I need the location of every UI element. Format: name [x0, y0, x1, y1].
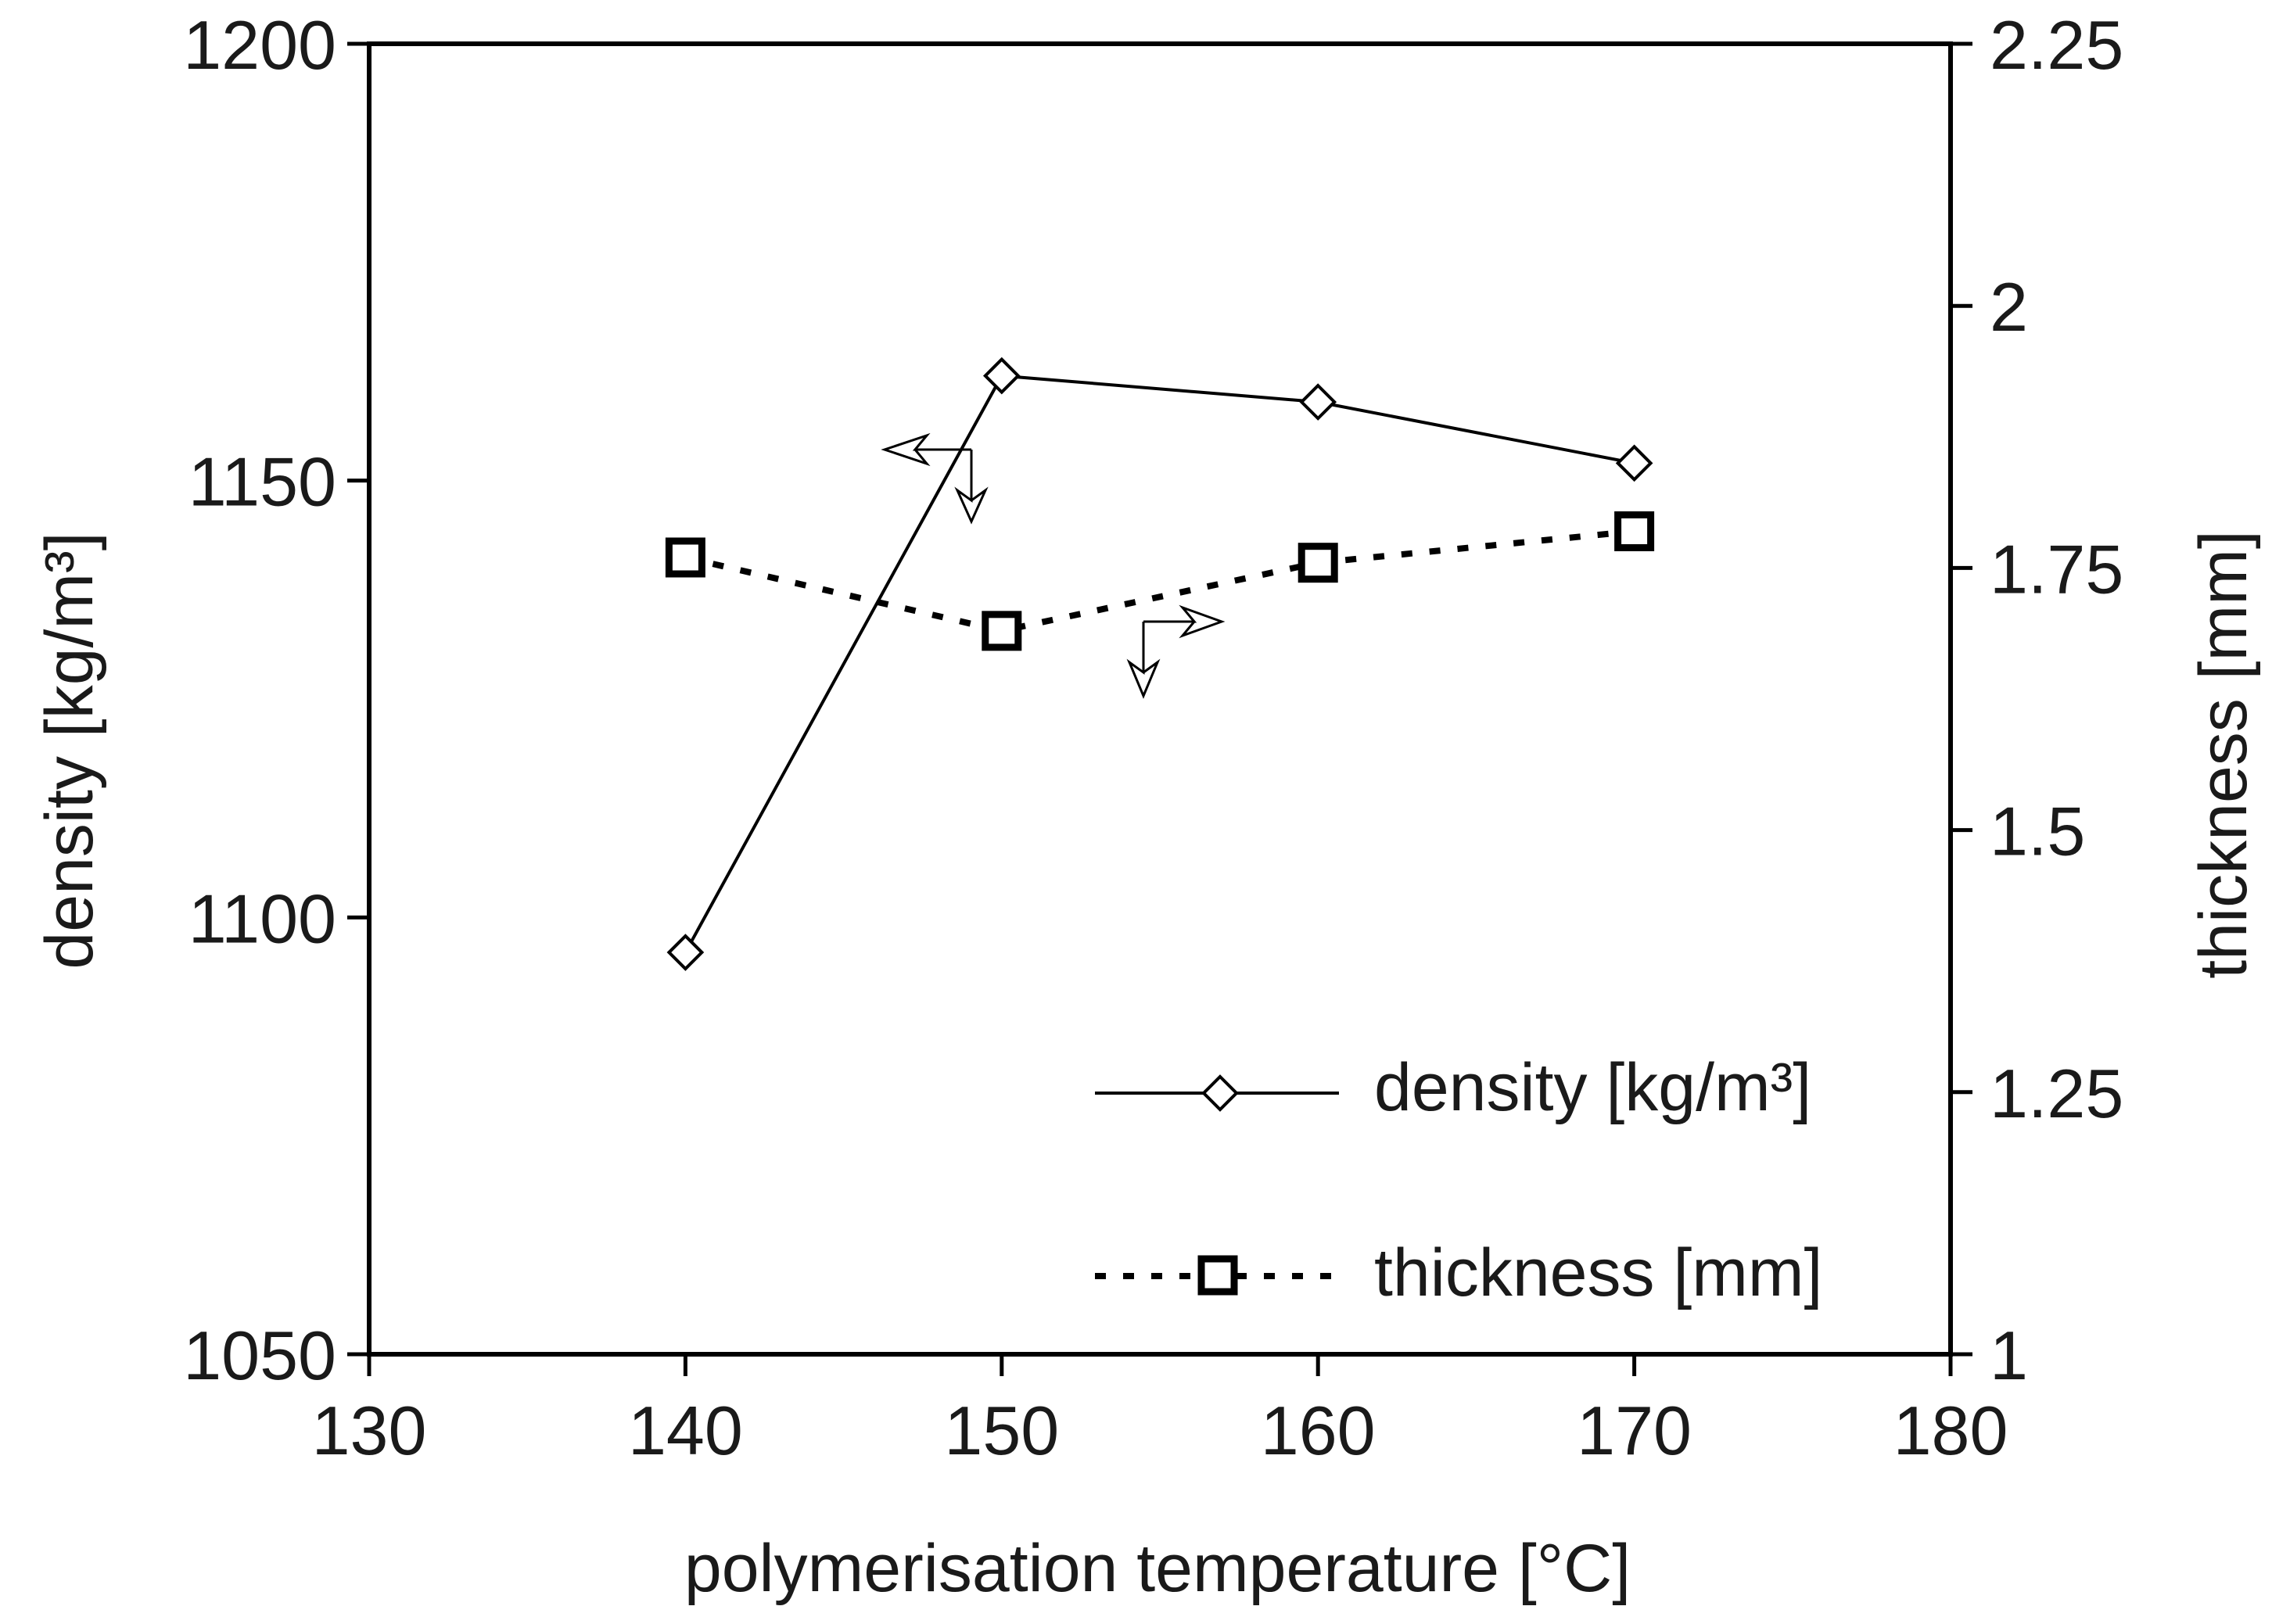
y-right-axis-title: thickness [mm] — [2186, 530, 2261, 978]
x-tick-label: 150 — [944, 1392, 1059, 1469]
y-right-tick-label: 1.75 — [1990, 530, 2123, 608]
y-left-tick-label: 1150 — [188, 443, 336, 521]
legend-thickness-label: thickness [mm] — [1374, 1235, 1822, 1310]
thickness-point — [982, 611, 1022, 651]
density-point — [666, 934, 705, 971]
y-right-tick-label: 2.25 — [1990, 6, 2123, 84]
legend-density-marker — [1201, 1074, 1239, 1112]
thickness-series-line — [684, 528, 1635, 634]
x-axis-ticks: 130 140 150 160 170 180 — [312, 1354, 2008, 1469]
y-right-tick-label: 1.5 — [1990, 793, 2085, 870]
x-tick-label: 160 — [1261, 1392, 1376, 1469]
x-tick-label: 180 — [1893, 1392, 2008, 1469]
y-left-tick-label: 1050 — [183, 1317, 336, 1394]
density-point — [1615, 444, 1653, 482]
legend-density-label: density [kg/m³] — [1374, 1050, 1811, 1125]
series-layer — [665, 357, 1655, 971]
y-left-axis-title: density [kg/m³] — [32, 532, 107, 969]
y-right-axis-ticks: 1 1.25 1.5 1.75 2 2.25 — [1951, 6, 2123, 1394]
x-axis-title: polymerisation temperature [°C] — [684, 1531, 1631, 1606]
thickness-axis-arrow — [1126, 604, 1226, 699]
x-tick-label: 140 — [628, 1392, 743, 1469]
legend-thickness-marker — [1197, 1255, 1238, 1296]
density-series-line — [684, 374, 1635, 953]
thickness-point — [1614, 511, 1655, 551]
plot-frame — [367, 41, 1953, 1357]
legend: density [kg/m³] thickness [mm] — [1095, 1050, 1822, 1310]
y-right-tick-label: 1.25 — [1990, 1055, 2123, 1132]
density-axis-arrow — [881, 432, 989, 525]
y-right-tick-label: 1 — [1990, 1317, 2028, 1394]
thickness-point — [665, 537, 705, 578]
density-point — [982, 357, 1021, 395]
x-tick-label: 130 — [312, 1392, 427, 1469]
y-right-tick-label: 2 — [1990, 268, 2028, 346]
thickness-point — [1298, 543, 1338, 583]
y-left-axis-ticks: 1050 1100 1150 1200 — [183, 6, 369, 1394]
y-left-tick-label: 1200 — [183, 6, 336, 84]
x-tick-label: 170 — [1577, 1392, 1692, 1469]
density-point — [1299, 383, 1337, 421]
y-left-tick-label: 1100 — [188, 880, 336, 957]
